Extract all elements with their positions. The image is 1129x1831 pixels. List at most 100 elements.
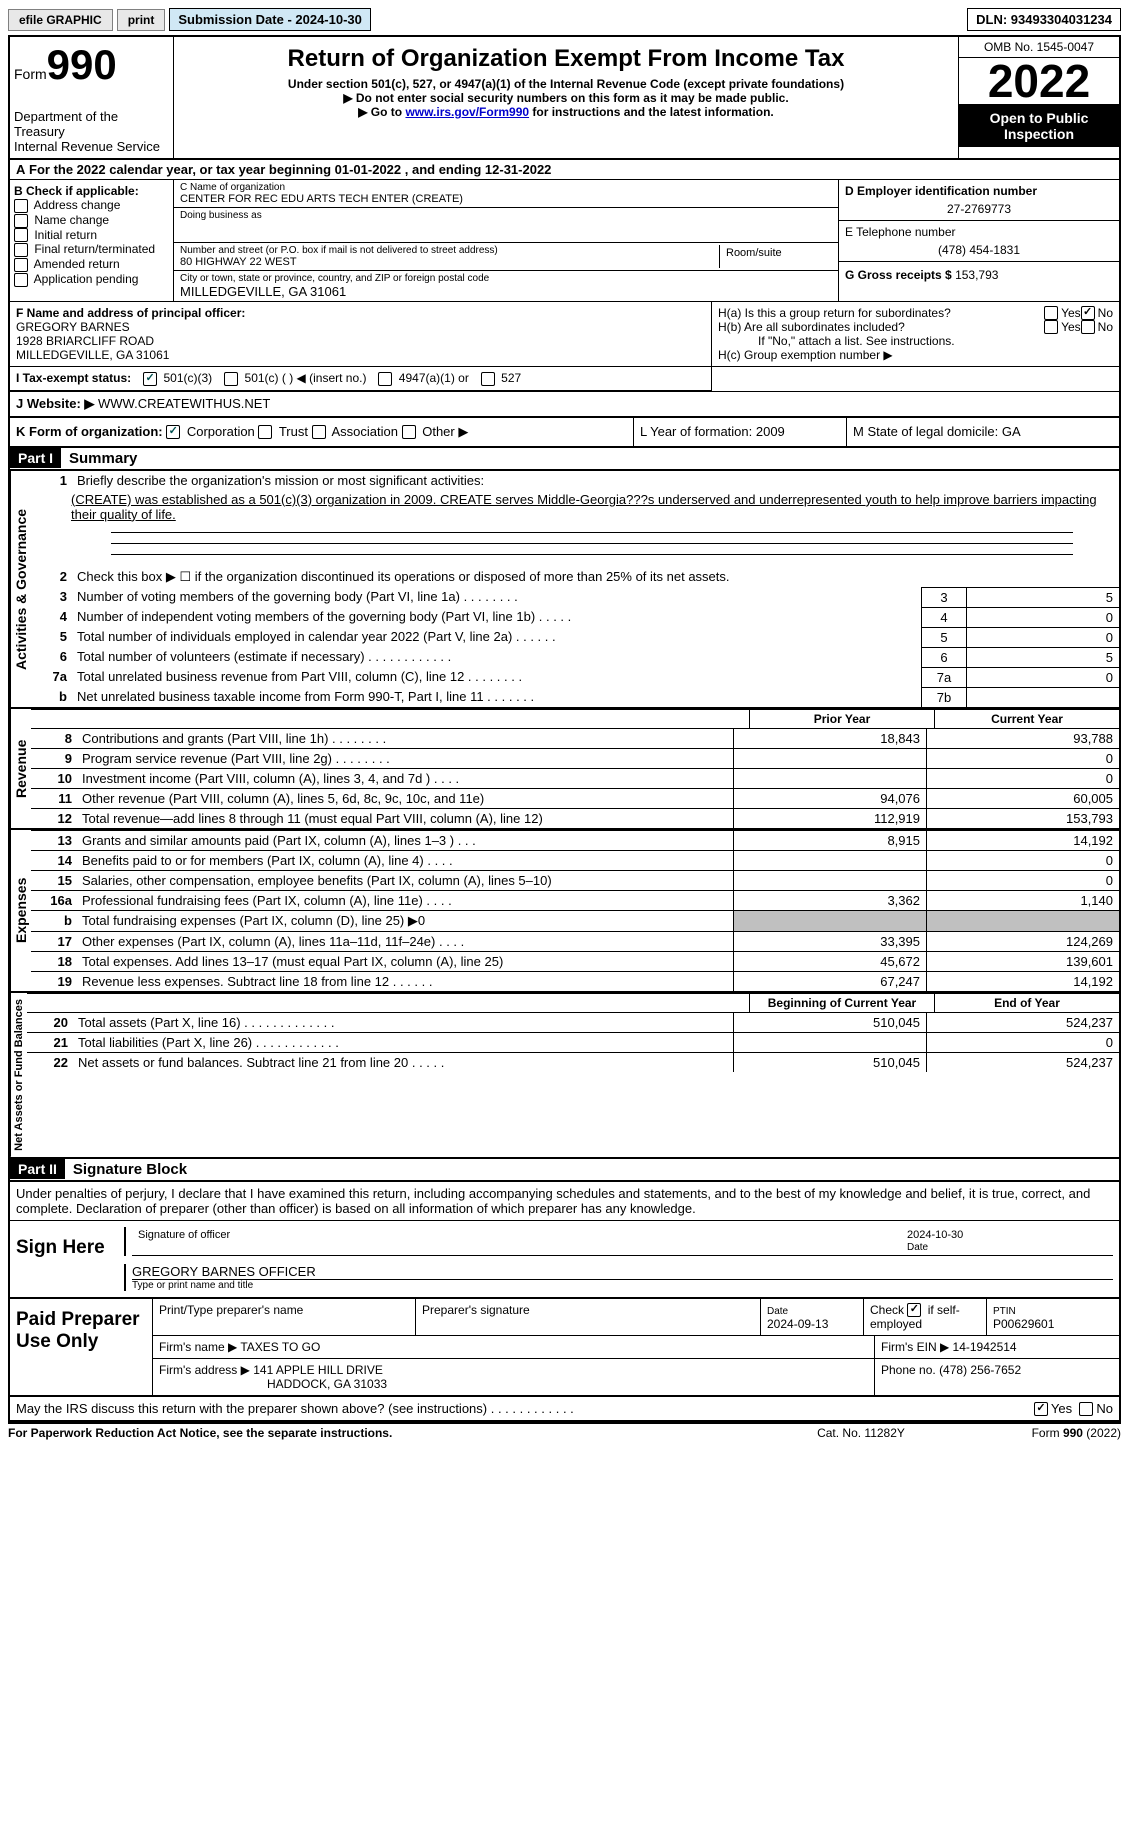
501c3-checkbox[interactable] [143, 372, 157, 386]
na-vertical-label: Net Assets or Fund Balances [10, 993, 27, 1157]
form-number: 990 [47, 41, 117, 88]
prep-sig-label: Preparer's signature [416, 1299, 761, 1336]
hb-yes-checkbox[interactable] [1044, 320, 1058, 334]
line-value: 5 [966, 587, 1119, 607]
current-value: 14,192 [926, 972, 1119, 991]
current-value: 524,237 [926, 1013, 1119, 1032]
fin-line-desc: Total liabilities (Part X, line 26) . . … [74, 1033, 733, 1052]
org-address: 80 HIGHWAY 22 WEST [180, 256, 719, 268]
b-opt-checkbox[interactable] [14, 228, 28, 242]
current-value: 153,793 [926, 809, 1119, 828]
form-subtitle: Under section 501(c), 527, or 4947(a)(1)… [178, 77, 954, 91]
501c-checkbox[interactable] [224, 372, 238, 386]
c-name-label: C Name of organization [180, 182, 832, 193]
form-990: Form990 Department of the Treasury Inter… [8, 35, 1121, 1424]
prior-value: 33,395 [733, 932, 926, 951]
part1-badge: Part I [10, 448, 61, 468]
b-opt-checkbox[interactable] [14, 273, 28, 287]
b-opt-checkbox[interactable] [14, 243, 28, 257]
form-footer: Form 990 (2022) [961, 1426, 1121, 1440]
prior-value [733, 769, 926, 788]
part1-header-row: Part I Summary [10, 448, 1119, 471]
dept-treasury: Department of the Treasury [14, 109, 169, 139]
b-opt-checkbox[interactable] [14, 258, 28, 272]
fin-line-desc: Net assets or fund balances. Subtract li… [74, 1053, 733, 1072]
hb-label: H(b) Are all subordinates included? [718, 320, 1044, 334]
mission-text: (CREATE) was established as a 501(c)(3) … [71, 492, 1097, 522]
fin-line-desc: Total revenue—add lines 8 through 11 (mu… [78, 809, 733, 828]
prior-value [733, 851, 926, 870]
note-link-post: for instructions and the latest informat… [529, 105, 774, 119]
corp-checkbox[interactable] [166, 425, 180, 439]
line-desc: Net unrelated business taxable income fr… [73, 687, 921, 707]
prior-value: 112,919 [733, 809, 926, 828]
discuss-yes-checkbox[interactable] [1034, 1402, 1048, 1416]
form-title: Return of Organization Exempt From Incom… [178, 45, 954, 73]
527-checkbox[interactable] [481, 372, 495, 386]
hc-label: H(c) Group exemption number ▶ [718, 348, 1113, 362]
discuss-no-checkbox[interactable] [1079, 1402, 1093, 1416]
line-value: 5 [966, 647, 1119, 667]
submission-date: Submission Date - 2024-10-30 [169, 8, 371, 31]
officer-typed-name: GREGORY BARNES OFFICER [132, 1264, 1113, 1279]
fin-line-desc: Salaries, other compensation, employee b… [78, 871, 733, 890]
sig-date: 2024-10-30 [907, 1229, 963, 1241]
assoc-checkbox[interactable] [312, 425, 326, 439]
cat-no: Cat. No. 11282Y [761, 1426, 961, 1440]
trust-checkbox[interactable] [258, 425, 272, 439]
phone: (478) 454-1831 [845, 239, 1113, 257]
firm-name: TAXES TO GO [240, 1340, 320, 1354]
line-desc: Number of voting members of the governin… [73, 587, 921, 607]
ha-yes-checkbox[interactable] [1044, 306, 1058, 320]
firm-addr: 141 APPLE HILL DRIVE [253, 1363, 383, 1377]
activities-governance: Activities & Governance 1 Briefly descri… [10, 471, 1119, 709]
b-opt-checkbox[interactable] [14, 214, 28, 228]
other-checkbox[interactable] [402, 425, 416, 439]
prior-value [733, 911, 926, 931]
4947-checkbox[interactable] [378, 372, 392, 386]
b-opt-checkbox[interactable] [14, 199, 28, 213]
ag-vertical-label: Activities & Governance [10, 471, 31, 707]
current-value: 93,788 [926, 729, 1119, 748]
prep-name-label: Print/Type preparer's name [153, 1299, 416, 1336]
expenses-section: Expenses 13Grants and similar amounts pa… [10, 830, 1119, 993]
ha-no-checkbox[interactable] [1081, 306, 1095, 320]
addr-label: Number and street (or P.O. box if mail i… [180, 245, 719, 256]
current-value: 0 [926, 851, 1119, 870]
prior-year-header: Prior Year [749, 710, 934, 728]
l-year-formation: L Year of formation: 2009 [634, 418, 847, 446]
m-state-domicile: M State of legal domicile: GA [847, 418, 1119, 446]
g-label: G Gross receipts $ [845, 268, 952, 282]
gross-receipts: 153,793 [955, 268, 998, 282]
firm-phone-label: Phone no. [881, 1363, 936, 1377]
efile-button[interactable]: efile GRAPHIC [8, 9, 113, 31]
open-to-public: Open to Public Inspection [959, 105, 1119, 147]
print-button[interactable]: print [117, 9, 166, 31]
dln: DLN: 93493304031234 [967, 8, 1121, 31]
firm-city: HADDOCK, GA 31033 [159, 1377, 387, 1391]
footer: For Paperwork Reduction Act Notice, see … [8, 1424, 1121, 1442]
current-value [926, 911, 1119, 931]
signature-intro: Under penalties of perjury, I declare th… [10, 1182, 1119, 1221]
line-box: 4 [921, 607, 966, 627]
fin-line-desc: Total assets (Part X, line 16) . . . . .… [74, 1013, 733, 1032]
fin-line-desc: Total fundraising expenses (Part IX, col… [78, 911, 733, 931]
note-ssn: ▶ Do not enter social security numbers o… [178, 91, 954, 105]
prior-value: 94,076 [733, 789, 926, 808]
sign-here-section: Sign Here Signature of officer 2024-10-3… [10, 1221, 1119, 1299]
section-f-h: F Name and address of principal officer:… [10, 302, 1119, 367]
fin-line-desc: Professional fundraising fees (Part IX, … [78, 891, 733, 910]
rev-vertical-label: Revenue [10, 709, 31, 828]
discuss-row: May the IRS discuss this return with the… [10, 1397, 1119, 1422]
firm-addr-label: Firm's address ▶ [159, 1363, 250, 1377]
irs-link[interactable]: www.irs.gov/Form990 [405, 105, 529, 119]
firm-ein: 14-1942514 [953, 1340, 1017, 1354]
line-box: 7b [921, 687, 966, 707]
hb-no-checkbox[interactable] [1081, 320, 1095, 334]
discuss-question: May the IRS discuss this return with the… [16, 1401, 1034, 1416]
part1-title: Summary [61, 448, 145, 469]
ein: 27-2769773 [845, 198, 1113, 216]
fin-line-desc: Grants and similar amounts paid (Part IX… [78, 831, 733, 850]
sign-here-label: Sign Here [10, 1221, 112, 1297]
exp-vertical-label: Expenses [10, 830, 31, 991]
